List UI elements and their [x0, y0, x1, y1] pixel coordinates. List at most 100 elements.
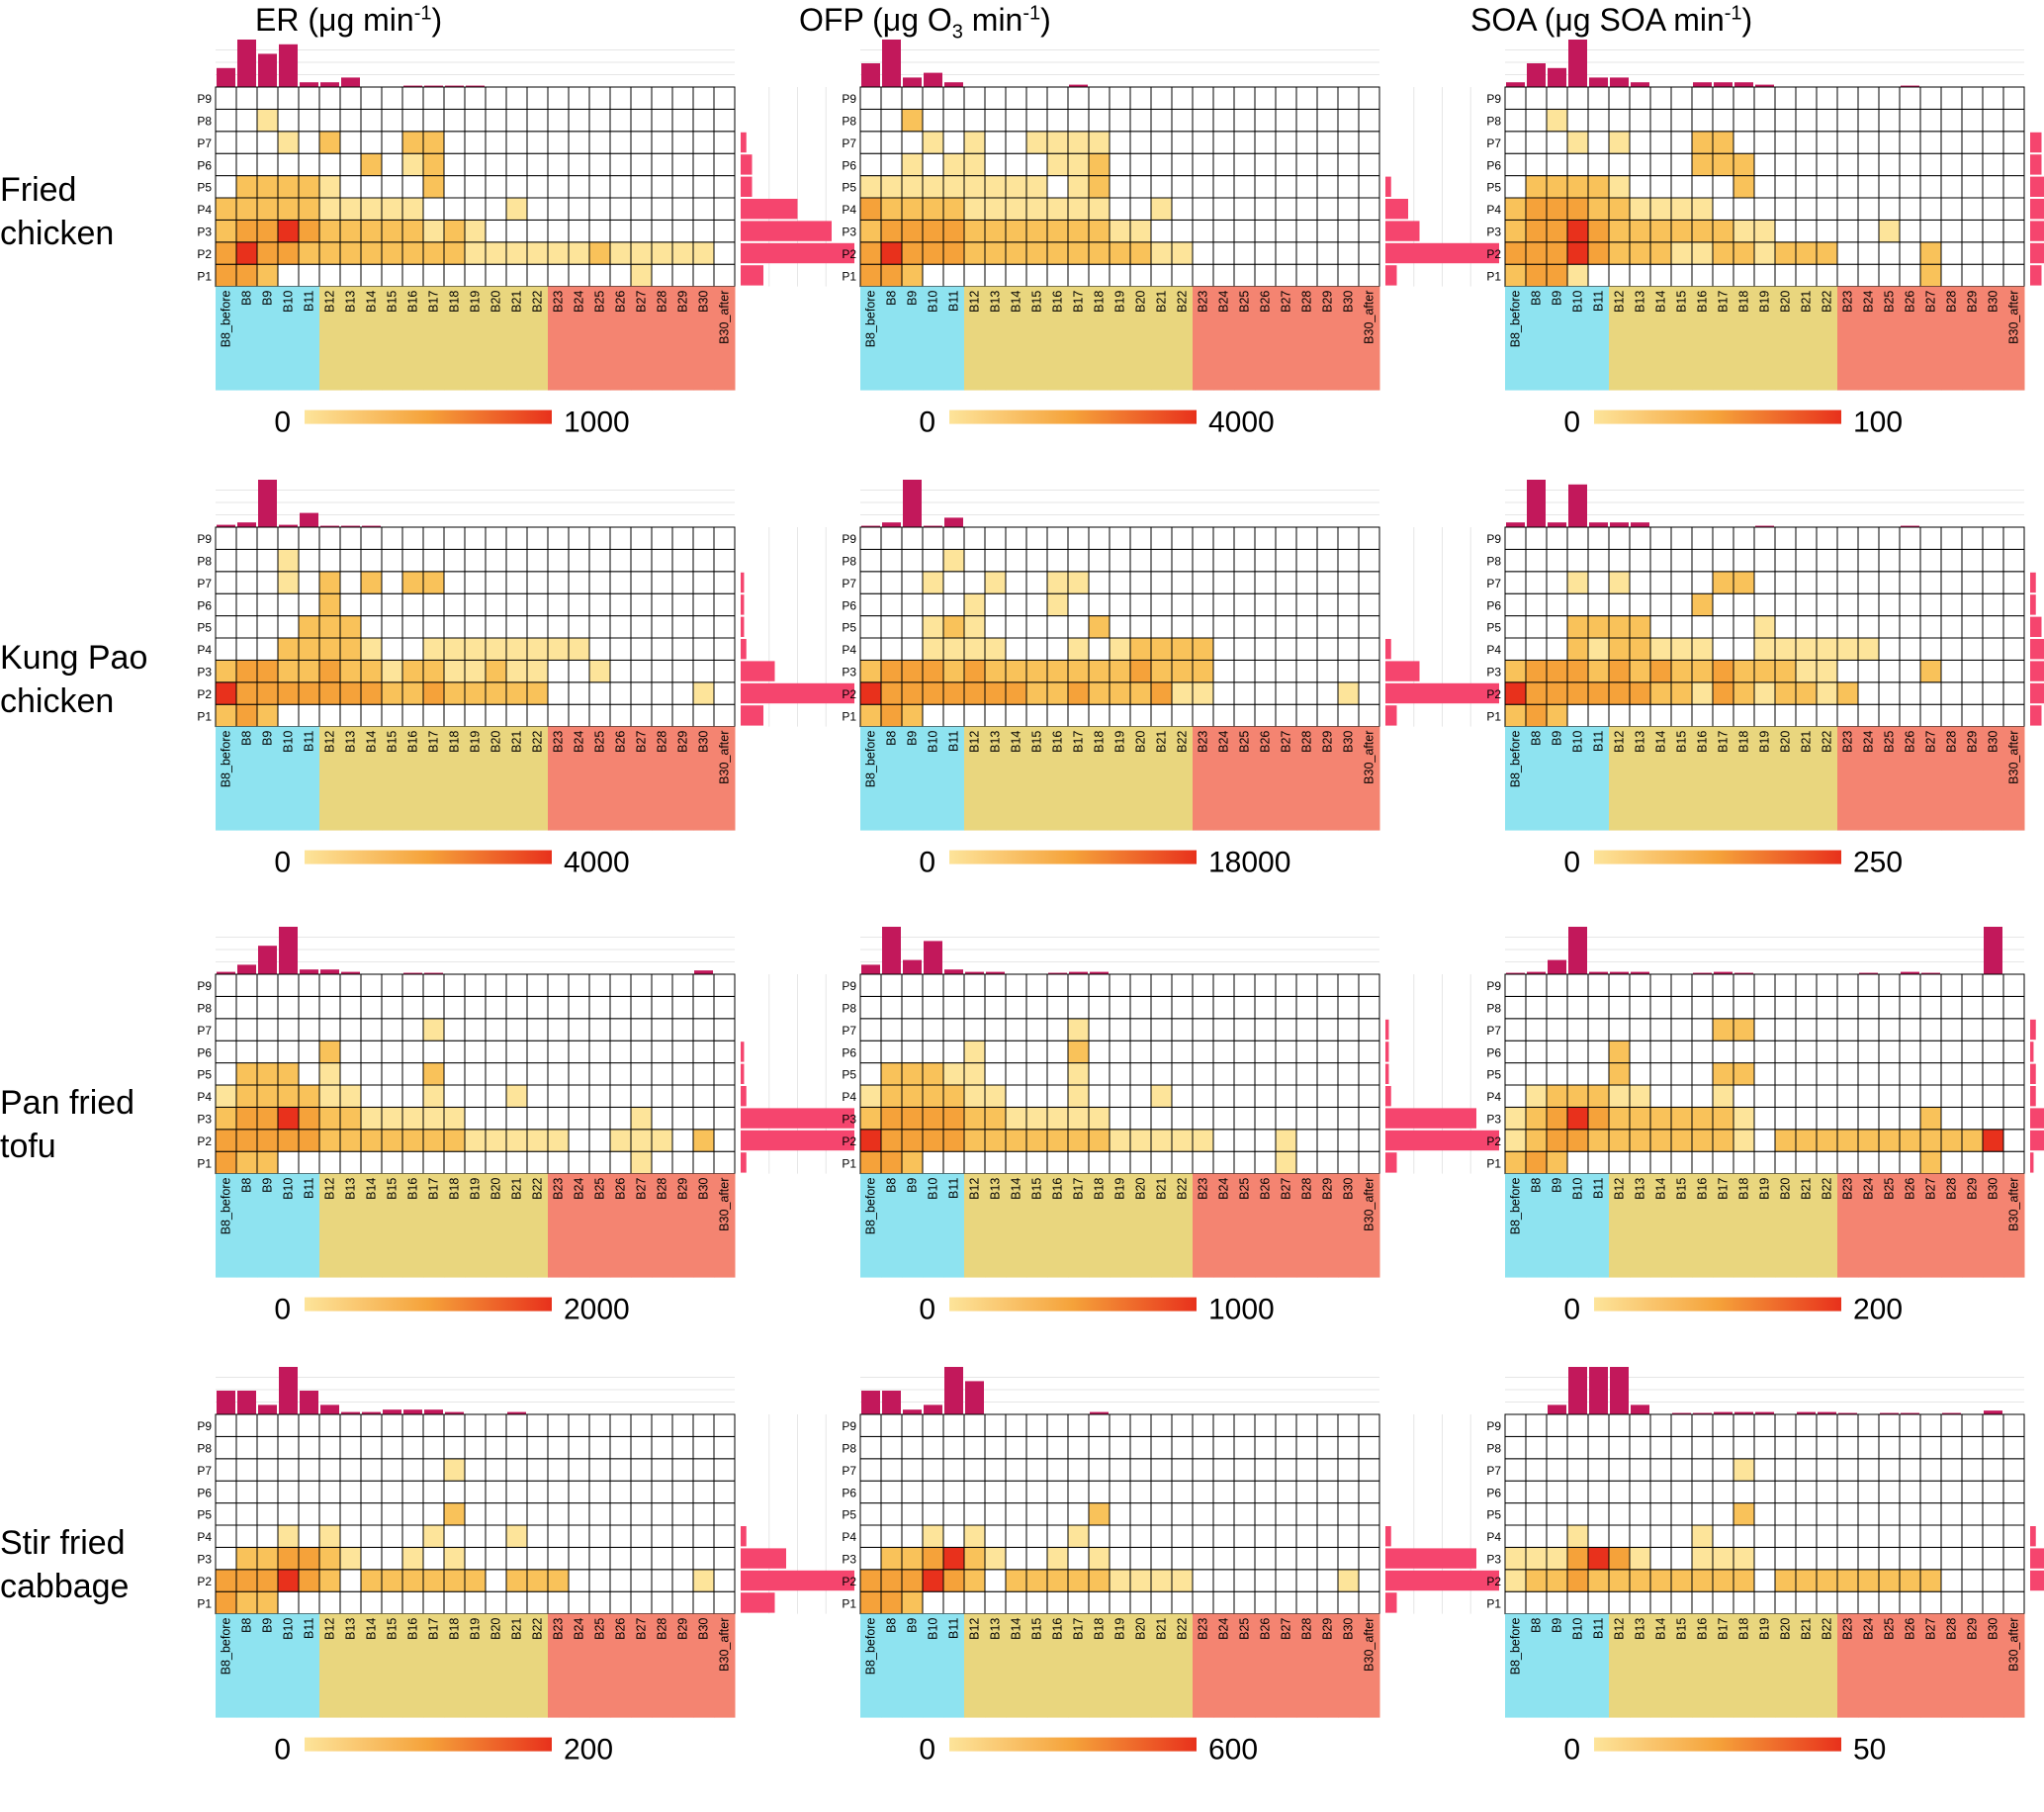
- heat-cell: [1919, 1084, 1942, 1108]
- x-group-band: [1006, 286, 1027, 391]
- x-group-band: [278, 1613, 300, 1718]
- heat-cell: [256, 571, 279, 594]
- heat-cell: [1088, 659, 1111, 683]
- heat-cell: [1109, 592, 1131, 617]
- heat-cell: [1525, 1435, 1548, 1460]
- heat-cell: [1608, 1458, 1631, 1482]
- heat-cell: [1691, 1569, 1714, 1592]
- x-tick-label: B17: [426, 291, 440, 313]
- x-group-band: [1713, 1173, 1734, 1278]
- heat-cell: [1836, 1458, 1859, 1482]
- x-group-band: [964, 726, 986, 831]
- x-tick-label: B8_before: [863, 291, 877, 348]
- heat-cell: [1046, 241, 1069, 265]
- heat-cell: [215, 131, 237, 154]
- heat-cell: [339, 526, 362, 550]
- heat-cell: [1192, 1524, 1214, 1548]
- heat-cell: [713, 1480, 736, 1504]
- heat-cell: [1712, 615, 1734, 639]
- top-bar: [217, 524, 235, 527]
- top-bar: [986, 971, 1005, 974]
- heat-cell: [464, 1150, 487, 1175]
- heat-cell: [505, 526, 528, 550]
- heat-cell: [651, 219, 673, 243]
- y-tick-label: P2: [842, 247, 856, 261]
- heatmap-panel: P1 P2 P3 P4 P5 P6 P7 P8 P9 B8_before B8 B9 B10 B11 B12…: [171, 38, 854, 485]
- x-group-band: [1317, 286, 1339, 391]
- heat-cell: [1608, 1435, 1631, 1460]
- x-tick-label: B21: [1799, 1178, 1813, 1200]
- side-bar: [741, 1086, 747, 1107]
- heat-cell: [235, 152, 258, 177]
- heat-cell: [1150, 526, 1173, 550]
- heat-cell: [2002, 995, 2025, 1020]
- x-tick-label: B30: [1341, 291, 1355, 313]
- heat-cell: [339, 995, 362, 1020]
- y-tick-label: P7: [1486, 577, 1501, 590]
- row-label-line: chicken: [0, 682, 115, 720]
- x-group-band: [902, 286, 924, 391]
- heat-cell: [1878, 152, 1901, 177]
- x-group-band: [985, 1613, 1007, 1718]
- heat-cell: [1816, 1590, 1838, 1615]
- colorbar-max-label: 2000: [564, 1294, 630, 1326]
- x-tick-label: B18: [447, 731, 461, 753]
- heat-cell: [235, 615, 258, 639]
- heat-cell: [1670, 1502, 1693, 1526]
- heat-cell: [1587, 592, 1610, 617]
- x-tick-label: B15: [385, 291, 399, 313]
- heat-cell: [422, 571, 445, 594]
- x-group-band: [2003, 1173, 2025, 1278]
- heat-cell: [901, 548, 924, 573]
- x-group-band: [444, 1613, 466, 1718]
- heat-cell: [922, 1084, 944, 1108]
- x-group-band: [964, 286, 986, 391]
- heat-cell: [318, 1129, 341, 1152]
- y-tick-label: P4: [842, 643, 856, 657]
- heat-cell: [1733, 263, 1755, 288]
- heat-cell: [880, 263, 903, 288]
- top-bar: [924, 72, 942, 87]
- heat-cell: [692, 1524, 715, 1548]
- heat-cell: [1774, 1480, 1797, 1504]
- heat-cell: [609, 263, 632, 288]
- heat-cell: [859, 1458, 882, 1482]
- y-tick-label: P8: [842, 555, 856, 569]
- heat-cell: [1192, 86, 1214, 110]
- heat-cell: [859, 1150, 882, 1175]
- heat-cell: [671, 1062, 694, 1086]
- heat-cell: [1836, 1018, 1859, 1042]
- heat-cell: [443, 1569, 466, 1592]
- heat-cell: [1192, 592, 1214, 617]
- x-group-band: [1255, 726, 1277, 831]
- heat-cell: [318, 152, 341, 177]
- heat-cell: [1629, 973, 1651, 997]
- heat-cell: [235, 1129, 258, 1152]
- heat-cell: [1649, 108, 1672, 133]
- heat-cell: [1629, 108, 1651, 133]
- heat-cell: [1337, 1590, 1360, 1615]
- heat-cell: [1919, 175, 1942, 199]
- top-bar: [1090, 971, 1109, 974]
- heat-cell: [963, 241, 986, 265]
- heat-cell: [298, 152, 320, 177]
- heat-cell: [422, 1569, 445, 1592]
- heat-cell: [1940, 995, 1963, 1020]
- heat-cell: [880, 1569, 903, 1592]
- heat-cell: [235, 571, 258, 594]
- x-tick-label: B22: [530, 731, 544, 753]
- x-group-band: [2003, 286, 2025, 391]
- heat-cell: [256, 1458, 279, 1482]
- heat-cell: [630, 571, 653, 594]
- x-group-band: [527, 1173, 549, 1278]
- heat-cell: [318, 995, 341, 1020]
- heat-cell: [713, 571, 736, 594]
- x-tick-label: B20: [1133, 1618, 1147, 1640]
- heat-cell: [1337, 615, 1360, 639]
- heat-cell: [1816, 1502, 1838, 1526]
- x-group-band: [382, 1613, 403, 1718]
- heat-cell: [1691, 1502, 1714, 1526]
- heat-cell: [1254, 1150, 1277, 1175]
- x-tick-label: B26: [613, 731, 627, 753]
